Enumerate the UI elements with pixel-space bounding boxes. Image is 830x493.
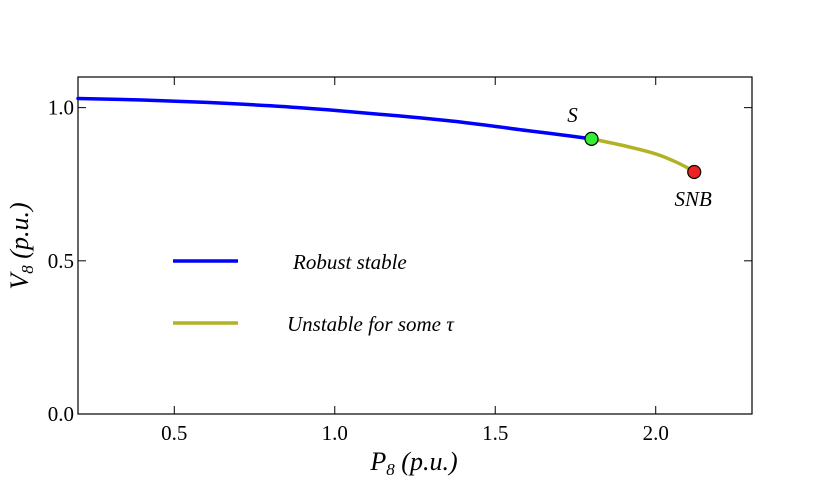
y-axis-subscript: 8 — [18, 265, 37, 274]
point-snb — [687, 164, 702, 180]
x-axis-symbol: P — [369, 447, 386, 476]
point-label-snb: SNB — [675, 187, 713, 211]
axis-ticks — [78, 77, 752, 415]
legend-label-unstable: Unstable for some τ — [287, 312, 455, 336]
y-tick-label: 0.5 — [48, 249, 74, 273]
point-label-s: S — [567, 103, 578, 127]
x-axis-unit: (p.u.) — [401, 447, 457, 476]
x-tick-label: 1.5 — [482, 421, 508, 445]
series-line-unstable — [589, 137, 696, 174]
plot-frame — [77, 76, 753, 415]
legend: Robust stable Unstable for some τ — [173, 250, 455, 336]
y-axis-symbol: V — [5, 271, 34, 290]
y-axis-unit: (p.u.) — [5, 202, 34, 258]
y-axis-label: V8 (p.u.) — [5, 202, 37, 289]
series-line-robust-stable — [76, 96, 594, 141]
point-s — [584, 131, 599, 146]
x-tick-label: 2.0 — [643, 421, 669, 445]
legend-label-robust-stable: Robust stable — [292, 250, 407, 274]
y-tick-label: 0.0 — [48, 402, 74, 426]
tick-labels: 0.5 1.0 1.5 2.0 0.0 0.5 1.0 — [48, 96, 669, 445]
y-tick-label: 1.0 — [48, 96, 74, 120]
marked-points: S SNB — [567, 103, 712, 211]
x-tick-label: 0.5 — [161, 421, 187, 445]
x-axis-subscript: 8 — [386, 460, 395, 479]
x-axis-label: P8 (p.u.) — [369, 447, 457, 479]
series-group — [76, 96, 696, 174]
x-tick-label: 1.0 — [322, 421, 348, 445]
